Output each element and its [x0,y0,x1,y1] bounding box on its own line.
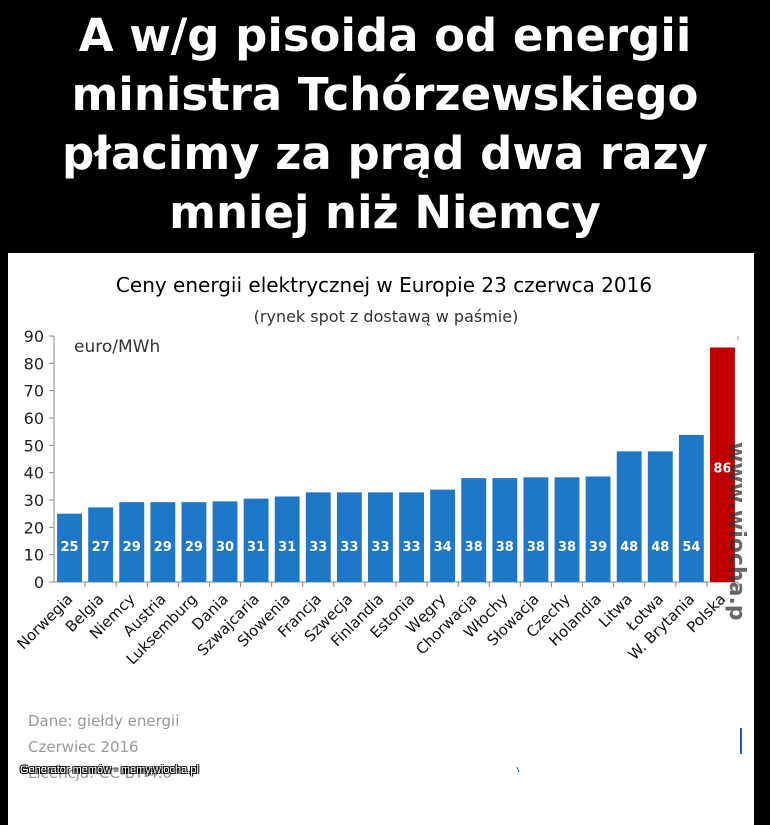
bar [616,451,642,582]
y-tick-label: 50 [24,436,44,455]
data-label: 31 [278,540,296,555]
bar [212,501,238,582]
bar [119,502,145,582]
bar [461,478,487,582]
data-label: 31 [247,540,265,555]
source-note-line-3: Licencja: CC-BY 4.0 [28,764,172,782]
y-tick-label: 80 [24,354,44,373]
data-label: 48 [651,540,669,555]
data-label: 30 [216,540,234,555]
chart-title: Ceny energii elektrycznej w Europie 23 c… [116,273,652,297]
bar [399,492,424,582]
bar [710,347,735,582]
bar [678,434,704,582]
data-label: 86 [713,462,731,477]
source-note-line-2: Czerwiec 2016 [28,738,139,756]
bar [647,451,673,582]
data-label: 34 [434,540,452,555]
data-label: 39 [589,540,607,555]
bar [305,492,331,582]
meme-title: A w/g pisoida od energii ministra Tchórz… [61,9,709,239]
data-label: 33 [402,540,420,555]
bars [57,347,735,582]
bar [57,513,82,582]
bar [243,498,269,582]
y-tick-label: 90 [24,327,44,346]
bar [430,489,456,582]
bar [523,477,549,582]
y-tick-label: 40 [24,464,44,483]
data-label: 54 [682,540,700,555]
bar [368,492,393,582]
generator-footer: Generator memów - memy.wiocha.pl [20,764,199,776]
unit-label: euro/MWh [74,337,160,357]
data-label: 33 [340,540,358,555]
data-label: 33 [371,540,389,555]
axes: 0 10 20 30 40 50 60 70 80 90 [24,327,739,592]
data-labels: 25 27 29 29 29 30 31 31 33 33 33 33 34 38 38 38 38 39 48 48… [60,462,731,555]
chart-subtitle: (rynek spot z dostawą w paśmie) [254,307,519,326]
watermark-text: www.wiocha.pl [724,442,749,620]
y-tick-label: 0 [34,573,44,592]
data-label: 33 [309,540,327,555]
bar [88,507,114,582]
data-label: 29 [185,540,203,555]
data-label: 38 [465,540,483,555]
bar [336,492,362,582]
bar [150,502,176,582]
data-label: 38 [558,540,576,555]
data-label: 25 [60,540,78,555]
bar [585,476,611,582]
data-label: 38 [496,540,514,555]
bar [181,502,207,582]
source-note-line-1: Dane: giełdy energii [28,712,179,730]
x-tick-labels: NorwegiaBelgiaNiemcyAustriaLuksemburgDan… [13,590,729,668]
y-tick-label: 60 [24,409,44,428]
watermark: www.wiocha.pl [724,442,749,620]
y-tick-label: 10 [24,546,44,565]
data-label: 27 [92,540,110,555]
y-tick-label: 70 [24,382,44,401]
y-tick-label: 20 [24,518,44,537]
data-label: 29 [123,540,141,555]
y-tick-label: 30 [24,491,44,510]
decorative-tick [516,766,520,773]
data-label: 48 [620,540,638,555]
data-label: 38 [527,540,545,555]
bar [492,478,518,582]
bar [554,477,580,582]
bar [274,496,300,582]
data-label: 29 [154,540,172,555]
